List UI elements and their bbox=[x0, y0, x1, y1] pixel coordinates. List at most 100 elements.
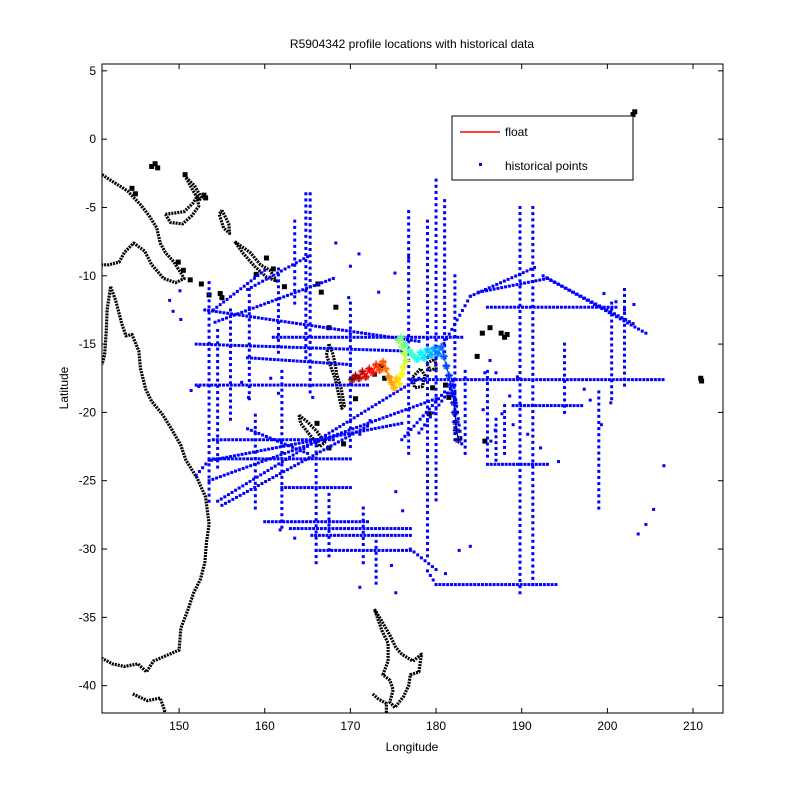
historical-point bbox=[339, 431, 343, 435]
historical-point bbox=[408, 378, 412, 382]
historical-point bbox=[425, 479, 429, 483]
historical-point bbox=[225, 343, 229, 347]
historical-point bbox=[557, 404, 561, 408]
historical-point bbox=[497, 462, 501, 466]
historical-point bbox=[247, 372, 251, 376]
historical-point bbox=[276, 391, 280, 395]
coastline bbox=[164, 194, 201, 226]
historical-point bbox=[269, 376, 273, 380]
historical-point bbox=[301, 520, 305, 524]
island bbox=[314, 420, 320, 426]
historical-point bbox=[434, 307, 438, 311]
historical-point bbox=[434, 190, 438, 194]
historical-point bbox=[443, 332, 447, 336]
historical-point bbox=[304, 319, 308, 323]
historical-point bbox=[268, 317, 272, 321]
historical-point bbox=[434, 479, 438, 483]
historical-point bbox=[226, 493, 230, 497]
historical-point bbox=[308, 322, 312, 326]
historical-point bbox=[434, 436, 438, 440]
historical-point bbox=[473, 378, 477, 382]
historical-point bbox=[241, 314, 245, 318]
historical-point bbox=[531, 267, 535, 271]
historical-point bbox=[531, 212, 535, 216]
historical-point bbox=[253, 506, 257, 510]
historical-point bbox=[531, 545, 535, 549]
x-tick-label: 150 bbox=[169, 719, 189, 733]
historical-point bbox=[343, 432, 347, 436]
historical-point bbox=[434, 338, 438, 342]
historical-point bbox=[348, 264, 352, 268]
historical-point bbox=[425, 219, 429, 223]
island bbox=[442, 382, 448, 388]
historical-point bbox=[489, 439, 493, 443]
historical-point bbox=[388, 424, 392, 428]
historical-point bbox=[434, 397, 438, 401]
historical-point bbox=[304, 271, 308, 275]
historical-point bbox=[463, 388, 467, 392]
historical-point bbox=[496, 378, 500, 382]
historical-point bbox=[518, 297, 522, 301]
historical-point bbox=[325, 326, 329, 330]
historical-point bbox=[363, 533, 367, 537]
float-profile-marker bbox=[420, 353, 429, 362]
historical-point bbox=[518, 444, 522, 448]
historical-point bbox=[518, 517, 522, 521]
historical-point bbox=[259, 271, 263, 275]
historical-point bbox=[563, 379, 567, 383]
historical-point bbox=[518, 242, 522, 246]
historical-point bbox=[407, 296, 411, 300]
historical-point bbox=[349, 548, 353, 552]
historical-point bbox=[320, 438, 324, 442]
historical-point bbox=[425, 331, 429, 335]
historical-point bbox=[304, 331, 308, 335]
historical-point bbox=[425, 325, 429, 329]
historical-point bbox=[597, 396, 601, 400]
historical-point bbox=[203, 308, 207, 312]
historical-point bbox=[263, 448, 267, 452]
historical-point bbox=[278, 472, 282, 476]
historical-point bbox=[348, 438, 352, 442]
historical-point bbox=[411, 405, 415, 409]
historical-point bbox=[526, 432, 530, 436]
historical-point bbox=[284, 383, 288, 387]
historical-point bbox=[345, 486, 349, 490]
historical-point bbox=[514, 274, 518, 278]
historical-point bbox=[489, 305, 493, 309]
historical-point bbox=[610, 367, 614, 371]
historical-point bbox=[280, 469, 284, 473]
historical-point bbox=[207, 479, 211, 483]
historical-point bbox=[440, 399, 444, 403]
historical-point bbox=[280, 394, 284, 398]
historical-point bbox=[234, 495, 238, 499]
historical-point bbox=[342, 347, 346, 351]
historical-point bbox=[425, 498, 429, 502]
historical-point bbox=[627, 378, 631, 382]
historical-point bbox=[303, 360, 307, 364]
historical-point bbox=[348, 382, 352, 386]
historical-point bbox=[461, 583, 465, 587]
historical-point bbox=[597, 488, 601, 492]
historical-point bbox=[612, 312, 616, 316]
historical-point bbox=[531, 205, 535, 209]
historical-point bbox=[291, 457, 295, 461]
historical-point bbox=[518, 432, 522, 436]
historical-point bbox=[369, 548, 373, 552]
historical-point bbox=[280, 345, 284, 349]
historical-point bbox=[425, 548, 429, 552]
float-profile-marker bbox=[423, 345, 432, 354]
historical-points-layer bbox=[168, 178, 666, 595]
historical-point bbox=[228, 350, 232, 354]
historical-point bbox=[377, 417, 381, 421]
historical-point bbox=[457, 548, 461, 552]
historical-point bbox=[523, 462, 527, 466]
historical-point bbox=[304, 246, 308, 250]
historical-point bbox=[252, 315, 256, 319]
historical-point bbox=[412, 378, 416, 382]
historical-point bbox=[322, 346, 326, 350]
historical-point bbox=[397, 527, 401, 531]
historical-point bbox=[443, 271, 447, 275]
historical-point bbox=[274, 446, 278, 450]
historical-point bbox=[381, 527, 385, 531]
historical-point bbox=[304, 301, 308, 305]
